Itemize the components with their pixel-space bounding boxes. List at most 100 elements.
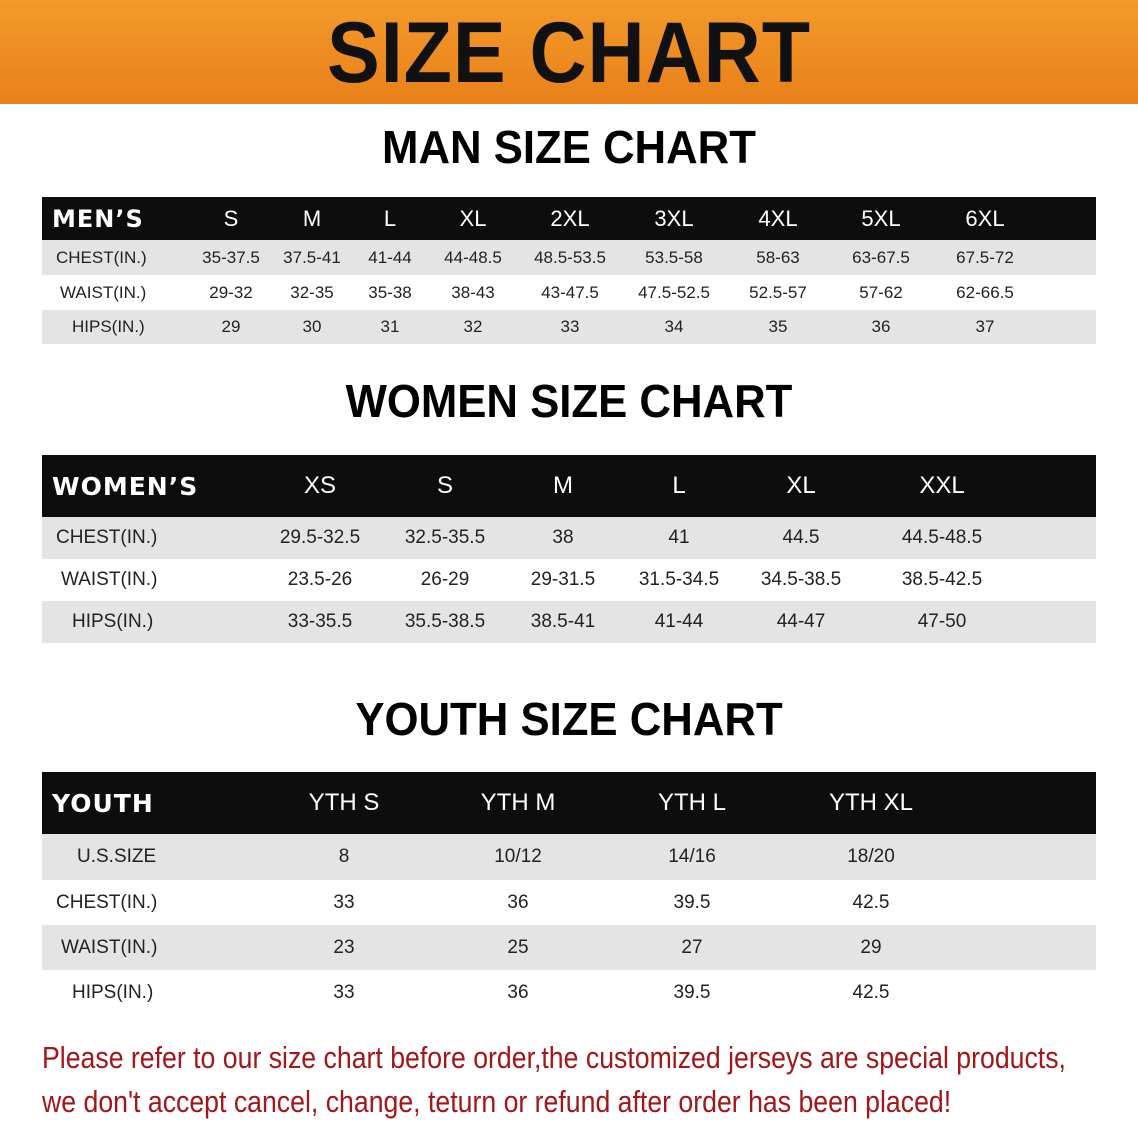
row-label: WAIST(IN.) xyxy=(60,282,147,302)
row-label: CHEST(IN.) xyxy=(56,247,147,267)
size-header: S xyxy=(223,205,239,231)
table-row: CHEST(IN.) 29.5-32.5 32.5-35.5 38 41 44.5 44.5… xyxy=(42,517,1096,559)
size-header: L xyxy=(672,472,686,499)
order-notice: Please refer to our size chart before or… xyxy=(42,1036,1066,1124)
row-label: U.S.SIZE xyxy=(77,846,157,867)
table-row: WAIST(IN.) 29-32 32-35 35-38 38-43 43-47.5 47.… xyxy=(42,275,1096,310)
table-cell: 33 xyxy=(333,891,355,913)
table-header-row: YOUTH YTH S YTH M YTH L YTH XL xyxy=(42,772,1096,834)
men-section-title: MAN SIZE CHART xyxy=(382,121,756,173)
table-cell: 33 xyxy=(333,981,355,1003)
row-label: HIPS(IN.) xyxy=(72,981,154,1003)
table-cell: 47-50 xyxy=(917,611,967,632)
size-header: L xyxy=(383,205,397,231)
size-header: 6XL xyxy=(965,205,1005,231)
table-cell: 43-47.5 xyxy=(541,282,599,302)
table-cell: 41-44 xyxy=(368,247,412,267)
table-row: WAIST(IN.) 23 25 27 29 xyxy=(42,925,1096,970)
table-cell: 37.5-41 xyxy=(283,247,341,267)
table-cell: 10/12 xyxy=(494,846,542,867)
row-label: HIPS(IN.) xyxy=(72,317,145,336)
table-cell: 44-48.5 xyxy=(444,247,502,267)
youth-section-title: YOUTH SIZE CHART xyxy=(355,693,783,745)
header-label: MEN’S xyxy=(52,204,144,233)
size-header: XXL xyxy=(919,472,965,499)
table-cell: 37 xyxy=(975,317,995,336)
table-cell: 18/20 xyxy=(847,846,895,867)
row-label: HIPS(IN.) xyxy=(72,611,154,632)
table-cell: 42.5 xyxy=(852,981,890,1003)
table-cell: 32.5-35.5 xyxy=(404,527,486,548)
table-cell: 30 xyxy=(302,317,322,336)
table-cell: 44.5 xyxy=(782,527,820,548)
table-cell: 58-63 xyxy=(756,247,800,267)
size-header: 3XL xyxy=(654,205,694,231)
table-cell: 35-38 xyxy=(368,282,412,302)
size-header: XL xyxy=(459,205,487,231)
notice-line-2: we don't accept cancel, change, teturn o… xyxy=(42,1084,952,1119)
table-cell: 29-32 xyxy=(209,282,253,302)
table-row: WAIST(IN.) 23.5-26 26-29 29-31.5 31.5-34.5 34… xyxy=(42,559,1096,601)
table-header-row: MEN’S S M L XL 2XL 3XL 4XL 5XL 6XL xyxy=(42,197,1096,240)
table-cell: 48.5-53.5 xyxy=(534,247,606,267)
size-header: M xyxy=(302,205,322,231)
table-cell: 32 xyxy=(463,317,483,336)
women-section-title: WOMEN SIZE CHART xyxy=(345,375,793,427)
table-cell: 36 xyxy=(871,317,891,336)
header-label: WOMEN’S xyxy=(52,471,199,501)
table-row: CHEST(IN.) 35-37.5 37.5-41 41-44 44-48.5 48.5… xyxy=(42,240,1096,275)
size-header: YTH L xyxy=(657,789,727,816)
table-cell: 36 xyxy=(507,981,529,1003)
table-cell: 47.5-52.5 xyxy=(638,282,710,302)
table-cell: 39.5 xyxy=(673,891,711,913)
size-header: YTH S xyxy=(308,789,380,816)
table-cell: 44.5-48.5 xyxy=(901,527,983,548)
table-cell: 31 xyxy=(380,317,400,336)
size-header: 4XL xyxy=(758,205,798,231)
table-cell: 41 xyxy=(668,527,690,548)
table-row: HIPS(IN.) 33 36 39.5 42.5 xyxy=(42,970,1096,1015)
table-cell: 14/16 xyxy=(668,846,716,867)
table-cell: 23.5-26 xyxy=(287,569,353,590)
row-label: CHEST(IN.) xyxy=(56,891,158,913)
table-cell: 38-43 xyxy=(451,282,495,302)
table-cell: 34.5-38.5 xyxy=(760,569,842,590)
table-row: CHEST(IN.) 33 36 39.5 42.5 xyxy=(42,880,1096,925)
table-cell: 29.5-32.5 xyxy=(279,527,361,548)
table-cell: 52.5-57 xyxy=(749,282,807,302)
table-header-row: WOMEN’S XS S M L XL XXL xyxy=(42,455,1096,517)
table-cell: 53.5-58 xyxy=(645,247,703,267)
row-label: WAIST(IN.) xyxy=(61,936,158,958)
banner: SIZE CHART xyxy=(0,0,1138,104)
table-cell: 35.5-38.5 xyxy=(404,611,486,632)
table-cell: 67.5-72 xyxy=(956,247,1014,267)
size-header: 2XL xyxy=(550,205,590,231)
table-cell: 63-67.5 xyxy=(852,247,910,267)
table-row: HIPS(IN.) 33-35.5 35.5-38.5 38.5-41 41-44 44-… xyxy=(42,601,1096,643)
table-cell: 25 xyxy=(507,936,529,958)
table-cell: 32-35 xyxy=(290,282,334,302)
table-cell: 33-35.5 xyxy=(287,611,353,632)
table-cell: 27 xyxy=(681,936,703,958)
size-header: XL xyxy=(786,472,816,499)
header-label: YOUTH xyxy=(52,788,154,818)
table-cell: 41-44 xyxy=(654,611,704,632)
main-title: SIZE CHART xyxy=(327,5,811,101)
table-cell: 23 xyxy=(333,936,355,958)
table-cell: 39.5 xyxy=(673,981,711,1003)
table-cell: 29-31.5 xyxy=(530,569,596,590)
table-cell: 29 xyxy=(221,317,241,336)
table-cell: 8 xyxy=(338,846,350,867)
table-cell: 35-37.5 xyxy=(202,247,260,267)
table-cell: 62-66.5 xyxy=(956,282,1014,302)
table-cell: 38 xyxy=(552,527,574,548)
size-header: YTH XL xyxy=(828,789,914,816)
table-cell: 57-62 xyxy=(859,282,903,302)
notice-line-1: Please refer to our size chart before or… xyxy=(42,1040,1066,1075)
women-size-table: WOMEN’S XS S M L XL XXL CHEST(IN.) 29.5-32.5 32.5… xyxy=(42,455,1096,643)
table-cell: 38.5-42.5 xyxy=(901,569,983,590)
table-cell: 33 xyxy=(560,317,580,336)
table-cell: 29 xyxy=(860,936,882,958)
size-header: 5XL xyxy=(861,205,901,231)
table-row: HIPS(IN.) 29 30 31 32 33 34 35 36 37 xyxy=(42,310,1096,344)
